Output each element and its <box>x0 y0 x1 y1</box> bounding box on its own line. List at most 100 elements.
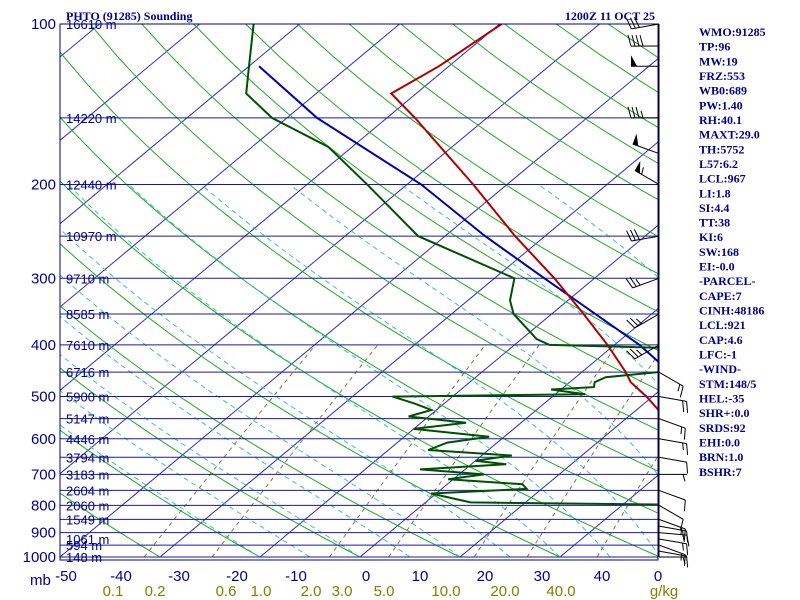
index-item: RH:40.1 <box>699 113 742 127</box>
wind-barb-feather <box>630 229 636 241</box>
pressure-label-700: 700 <box>31 466 56 483</box>
wind-barb-850 <box>658 518 686 541</box>
pressure-unit-label: mb <box>30 572 51 589</box>
wind-barb-staff <box>631 23 660 30</box>
index-item: KI:6 <box>699 230 723 244</box>
wind-barb-feather <box>626 319 636 329</box>
wind-barb-feather <box>629 317 639 327</box>
wind-barb-staff <box>658 550 687 557</box>
index-item: L57:6.2 <box>699 157 738 171</box>
temperature-tick-label: 30 <box>534 568 551 585</box>
wind-barb-staff <box>631 235 660 242</box>
wind-barbs <box>625 16 690 568</box>
moist-adiabat-line <box>60 228 511 558</box>
isotherm-line <box>760 24 800 557</box>
isotherm-line <box>60 58 658 558</box>
indices-panel: WMO:91285TP:96MW:19FRZ:553WB0:689PW:1.40… <box>699 25 766 479</box>
pressure-label-300: 300 <box>31 270 56 287</box>
temperature-tick-label: 20 <box>477 568 494 585</box>
wind-barb-staff <box>632 143 660 155</box>
index-item: TH:5752 <box>699 142 744 156</box>
mixing-ratio-label: 20.0 <box>490 583 519 600</box>
wind-barb-feather <box>626 230 632 242</box>
wind-barb-half-feather <box>680 527 683 535</box>
index-item: HEL:-35 <box>699 392 744 406</box>
wind-barb-half-feather <box>636 318 643 325</box>
wind-barb-half-feather <box>640 110 644 119</box>
index-item: SRDS:92 <box>699 421 746 435</box>
index-item: CAP:4.6 <box>699 333 743 347</box>
wind-barb-feather <box>683 528 686 541</box>
index-item: SW:168 <box>699 245 739 259</box>
moist-adiabat-line <box>200 184 658 556</box>
wind-barb-half-feather <box>680 426 683 435</box>
mixing-ratio-label: 5.0 <box>374 583 395 600</box>
wind-barb-staff <box>658 489 686 501</box>
height-label: 148 m <box>66 550 102 565</box>
wind-barb-950 <box>658 544 686 567</box>
mixing-ratio-label: 40.0 <box>546 583 575 600</box>
wind-barb-staff <box>658 456 687 463</box>
valid-time: 1200Z 11 OCT 25 <box>565 9 655 23</box>
index-item: EI:-0.0 <box>699 260 735 274</box>
temperature-tick-label: -30 <box>168 568 190 585</box>
wind-barb-600 <box>658 438 689 456</box>
index-item: SHR+:0.0 <box>699 406 750 420</box>
height-label: 6716 m <box>66 365 109 380</box>
height-label: 7610 m <box>66 338 109 353</box>
height-label: 4446 m <box>66 432 109 447</box>
wind-barb-staff <box>658 525 687 532</box>
wind-barb-staff <box>658 371 684 387</box>
wind-barb-half-feather <box>682 530 684 538</box>
pressure-label-800: 800 <box>31 497 56 514</box>
wind-barb-half-feather <box>677 384 681 392</box>
sounding-profiles <box>245 24 658 506</box>
height-label: 5147 m <box>66 412 109 427</box>
index-item: BSHR:7 <box>699 465 742 479</box>
wind-barb-feather <box>683 554 686 567</box>
height-label: 12440 m <box>66 177 117 192</box>
wind-barb-650 <box>658 456 689 474</box>
wind-barb-half-feather <box>682 543 684 551</box>
wind-barb-half-feather <box>682 442 684 451</box>
station-title: PHTO (91285) Sounding <box>66 9 192 23</box>
temperature-tick-label: 0 <box>654 568 662 585</box>
wind-barb-feather <box>683 499 686 512</box>
parcel-trace <box>258 65 658 363</box>
wind-barb-staff <box>658 504 684 520</box>
wind-barb-feather <box>686 443 689 456</box>
pressure-label-900: 900 <box>31 525 56 542</box>
pressure-label-500: 500 <box>31 389 56 406</box>
wind-barb-feather <box>627 106 632 119</box>
wind-barb-half-feather <box>682 474 686 482</box>
mixing-ratio-label: g/kg <box>650 583 678 600</box>
height-label: 5900 m <box>66 390 109 405</box>
index-item: MAXT:29.0 <box>699 128 760 142</box>
wind-barb-feather <box>686 530 689 543</box>
wind-barb-staff <box>634 344 660 360</box>
dewpoint-trace <box>245 24 658 506</box>
wind-barb-feather <box>682 400 685 413</box>
isotherm-line <box>60 24 200 141</box>
wind-barb-feather <box>631 34 636 47</box>
wind-barb-feather <box>629 348 639 358</box>
plot-frame <box>59 23 659 561</box>
wind-barb-feather <box>630 17 636 29</box>
pressure-label-400: 400 <box>31 337 56 354</box>
wind-barb-feather <box>639 34 644 47</box>
wind-barb-feather <box>631 106 636 119</box>
wind-barb-half-feather <box>636 349 643 356</box>
temperature-tick-label: -20 <box>226 568 248 585</box>
pressure-label-1000: 1000 <box>23 549 56 566</box>
wind-barb-half-feather <box>641 167 644 175</box>
temperature-tick-label: 0 <box>362 568 370 585</box>
index-item: CAPE:7 <box>699 289 742 303</box>
index-item: WB0:689 <box>699 84 747 98</box>
index-item: LI:1.8 <box>699 186 731 200</box>
wind-barb-550 <box>658 418 686 440</box>
wind-barb-feather <box>626 350 636 360</box>
index-item: LCL:967 <box>699 172 746 186</box>
pressure-label-100: 100 <box>31 16 56 33</box>
